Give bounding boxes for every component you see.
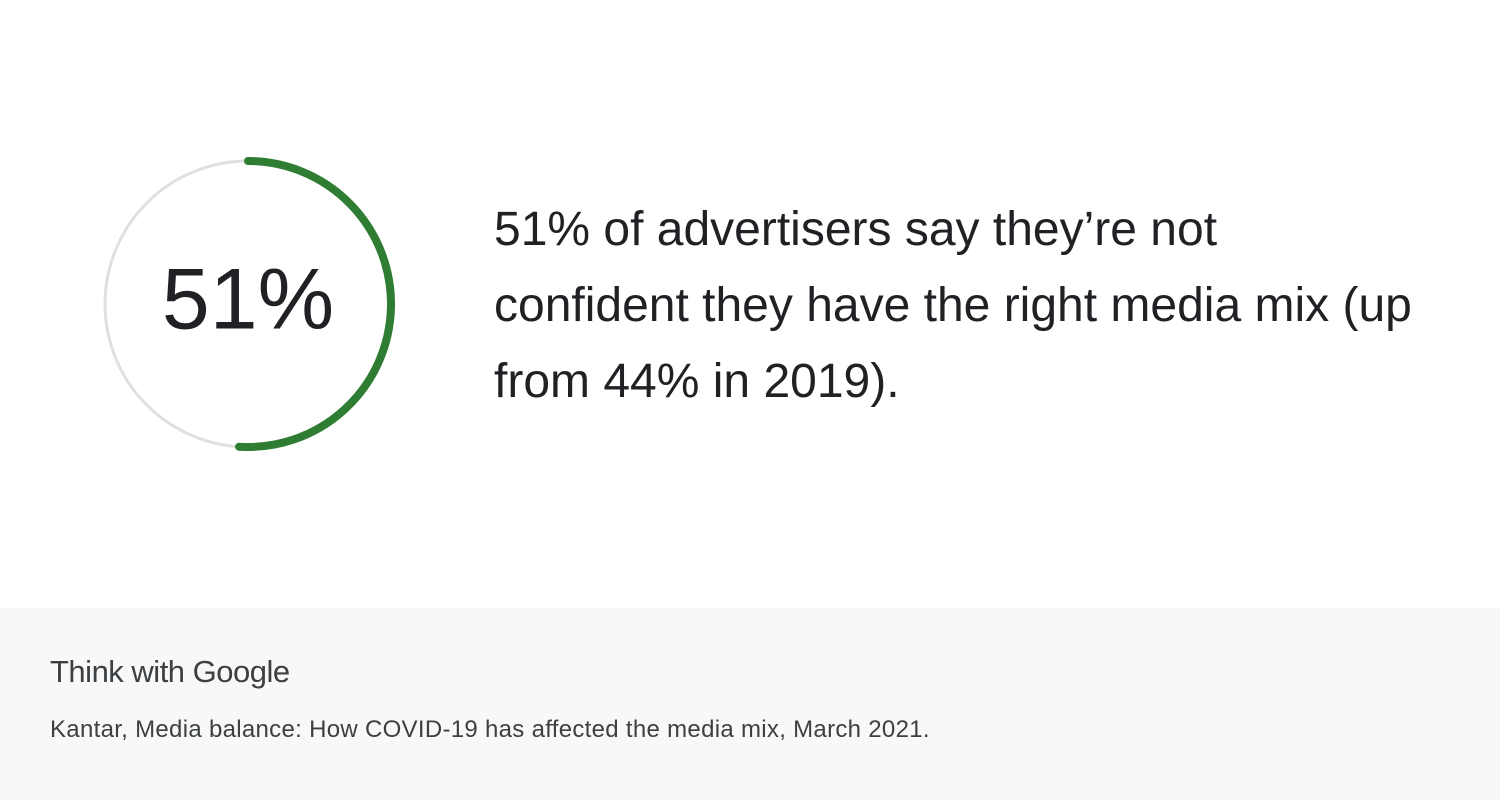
brand-logo: Think with Google [50, 654, 290, 689]
gauge: 51% [103, 157, 395, 451]
gauge-arc [235, 157, 395, 451]
statement: 51% of advertisers say they’re not confi… [494, 203, 1412, 408]
source: Kantar, Media balance: How COVID-19 has … [50, 716, 930, 743]
footer: Think with Google Kantar, Media balance:… [0, 608, 1500, 800]
gauge-label: 51% [162, 252, 334, 348]
